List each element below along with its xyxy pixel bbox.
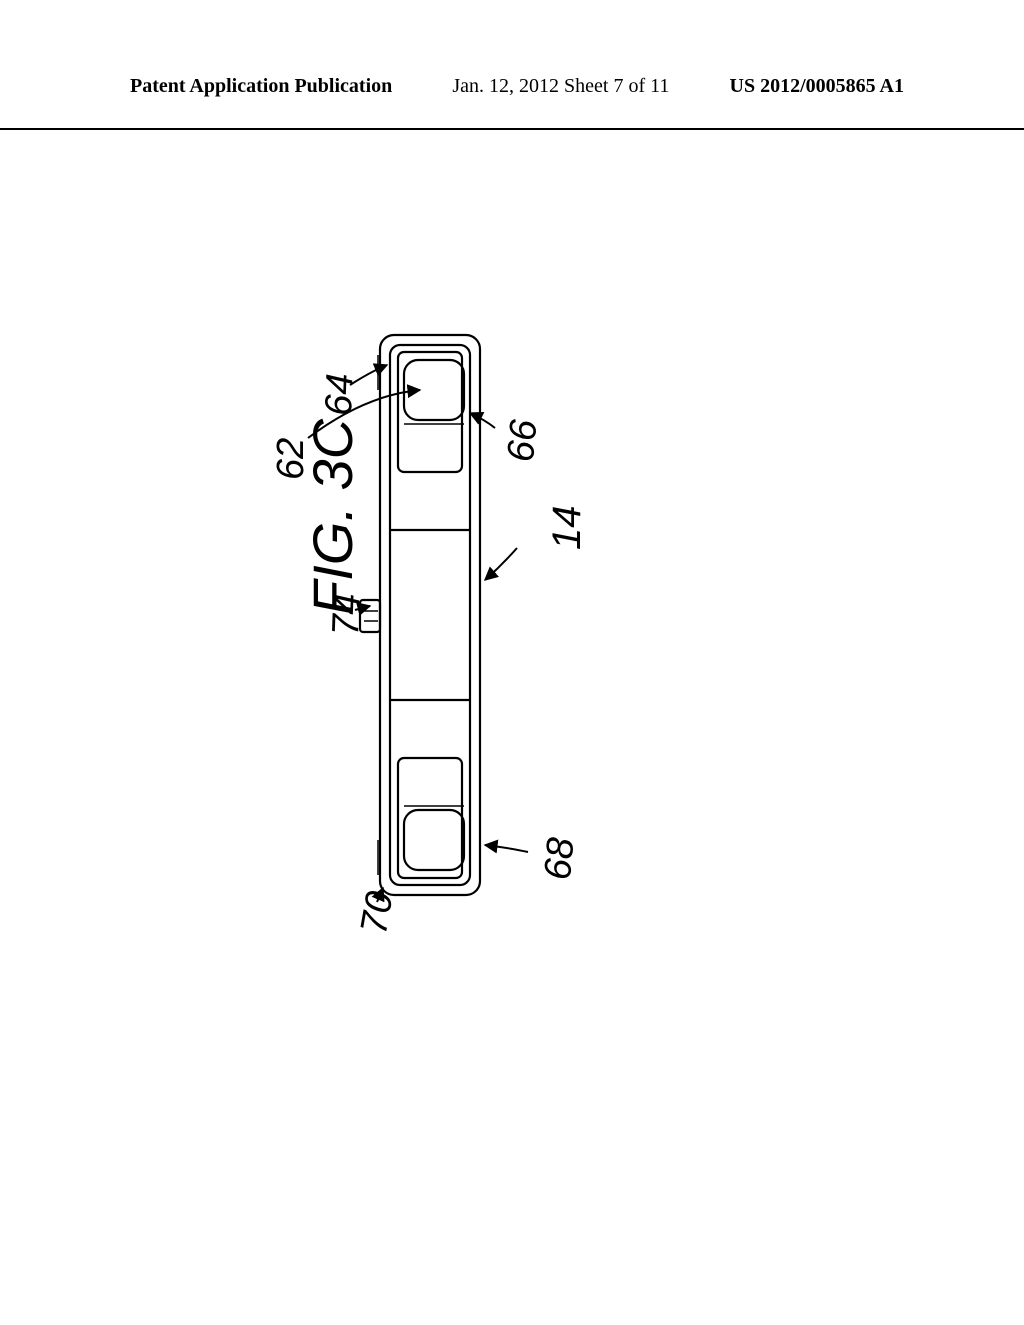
leader-68 xyxy=(485,845,528,852)
ref-70: 70 xyxy=(353,888,403,937)
ref-68: 68 xyxy=(537,836,584,882)
leader-66 xyxy=(470,413,495,428)
patent-page: Patent Application Publication Jan. 12, … xyxy=(0,0,1024,1320)
ref-66: 66 xyxy=(500,418,547,464)
bottom-button xyxy=(404,810,464,870)
leader-14 xyxy=(485,548,517,580)
figure-drawing xyxy=(0,0,1024,1325)
ref-62: 62 xyxy=(270,438,313,480)
device-inner xyxy=(390,345,470,885)
bottom-recess xyxy=(398,758,462,878)
device-group xyxy=(360,335,480,895)
ref-74: 74 xyxy=(325,593,369,637)
top-recess xyxy=(398,352,462,472)
ref-14: 14 xyxy=(545,506,590,551)
ref-64: 64 xyxy=(318,373,362,417)
drawing-svg xyxy=(0,0,1024,1320)
